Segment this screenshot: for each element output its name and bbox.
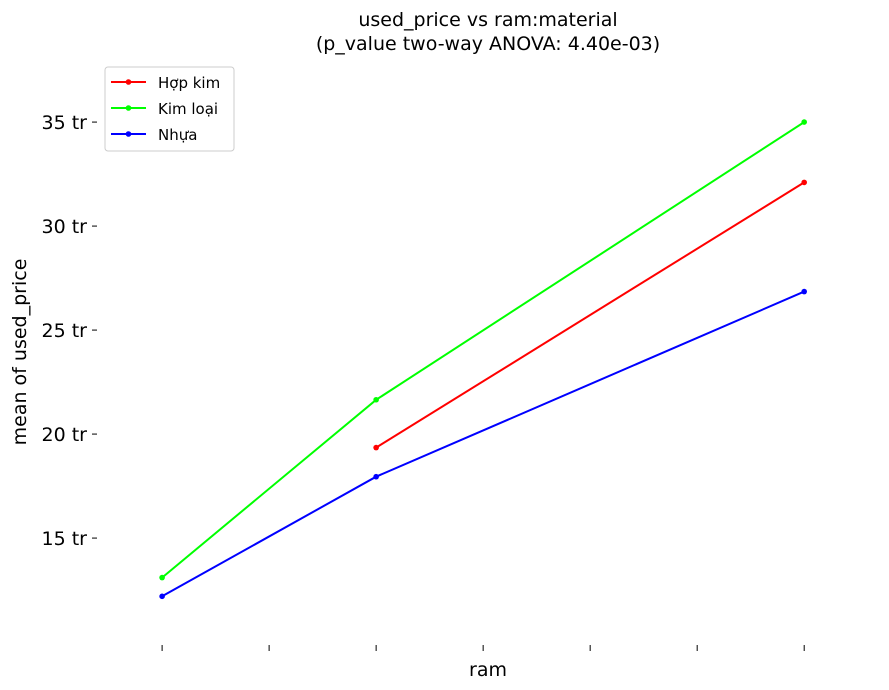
series-point-2	[373, 473, 379, 480]
series-layer	[159, 119, 807, 600]
series-line-0	[375, 181, 805, 449]
legend: Hợp kim Kim loại Nhựa	[104, 66, 235, 152]
y-tick-label: 30 tr	[42, 216, 88, 238]
y-axis-label: mean of used_price	[9, 259, 31, 446]
series-point-1	[159, 574, 165, 581]
series-point-0	[801, 179, 807, 186]
legend-marker	[125, 105, 132, 111]
series-point-1	[373, 396, 379, 403]
legend-box	[104, 66, 235, 152]
series-line-2	[161, 290, 805, 598]
series-point-2	[801, 288, 807, 295]
y-axis: 15 tr 20 tr 25 tr 30 tr 35 tr	[42, 112, 97, 550]
x-axis	[161, 645, 805, 651]
series-point-1	[801, 119, 807, 125]
chart-title-line2: (p_value two-way ANOVA: 4.40e-03)	[316, 33, 660, 55]
legend-label: Hợp kim	[158, 74, 220, 92]
legend-marker	[125, 131, 132, 137]
series-point-0	[373, 444, 379, 451]
y-tick-label: 20 tr	[42, 424, 88, 446]
y-tick-label: 25 tr	[42, 320, 88, 342]
legend-label: Nhựa	[158, 126, 197, 144]
series-line-1	[161, 121, 805, 579]
y-tick-label: 35 tr	[42, 112, 88, 134]
chart-title-line1: used_price vs ram:material	[358, 9, 617, 31]
y-tick-label: 15 tr	[42, 528, 88, 550]
legend-marker	[125, 79, 132, 85]
series-point-2	[159, 593, 165, 600]
legend-label: Kim loại	[158, 100, 218, 118]
x-axis-label: ram	[469, 659, 507, 681]
